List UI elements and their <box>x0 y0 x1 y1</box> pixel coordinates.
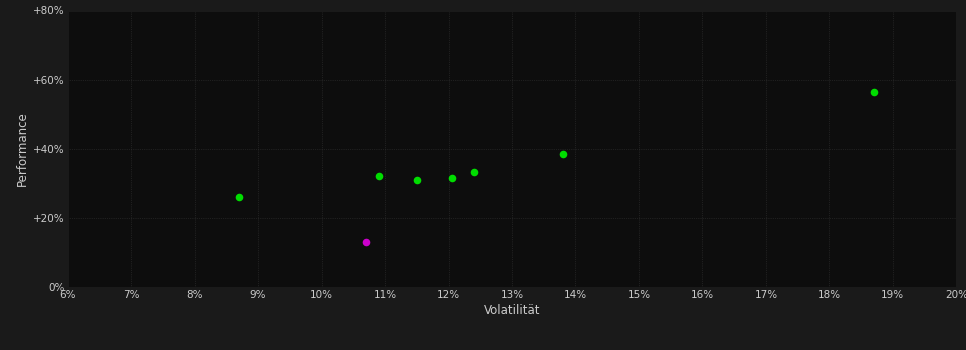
Y-axis label: Performance: Performance <box>16 111 29 186</box>
Point <box>444 175 460 181</box>
Point <box>231 194 246 200</box>
Point <box>555 151 571 157</box>
Point <box>358 239 374 245</box>
Point <box>409 177 424 183</box>
Point <box>371 174 386 179</box>
X-axis label: Volatilität: Volatilität <box>484 304 540 317</box>
Point <box>867 89 882 95</box>
Point <box>467 169 482 175</box>
